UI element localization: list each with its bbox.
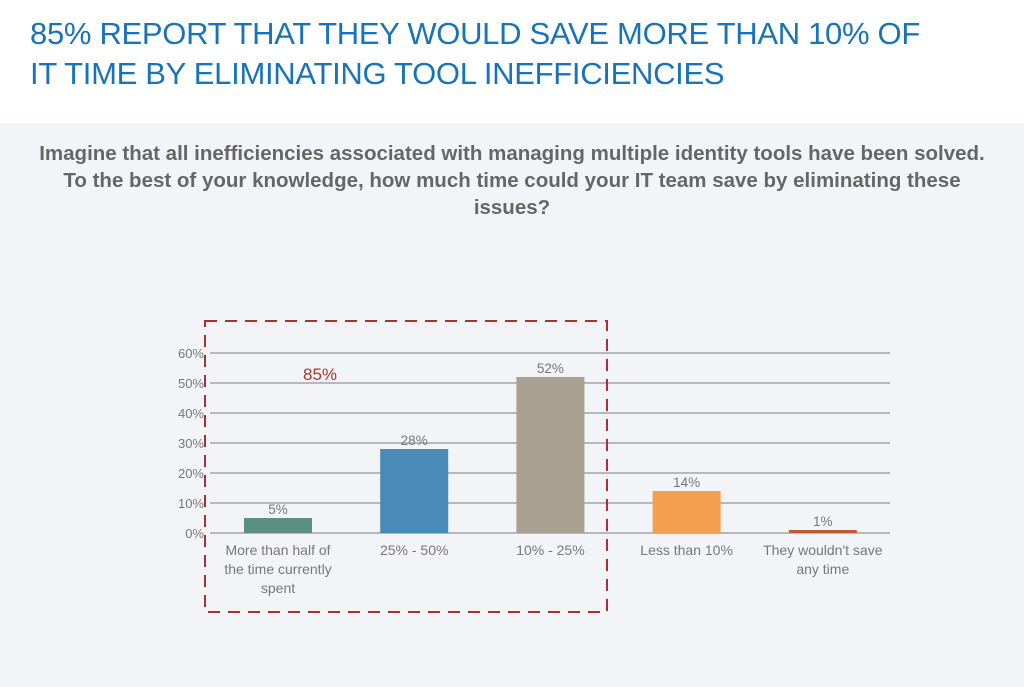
- category-label: any time: [796, 561, 849, 577]
- data-label: 5%: [268, 502, 288, 517]
- page-title: 85% REPORT THAT THEY WOULD SAVE MORE THA…: [30, 14, 920, 94]
- header: 85% REPORT THAT THEY WOULD SAVE MORE THA…: [0, 0, 1024, 123]
- bar: [516, 377, 585, 533]
- category-label: the time currently: [224, 561, 331, 577]
- y-tick-label: 30%: [178, 436, 204, 451]
- y-tick-label: 20%: [178, 466, 204, 481]
- category-label: More than half of: [225, 542, 330, 558]
- y-tick-label: 60%: [178, 346, 204, 361]
- bar: [380, 449, 449, 533]
- bar: [788, 530, 857, 533]
- survey-question: Imagine that all inefficiencies associat…: [39, 142, 985, 219]
- highlight-box: [204, 320, 608, 613]
- title-line-2: IT TIME BY ELIMINATING TOOL INEFFICIENCI…: [30, 56, 725, 91]
- category-label: They wouldn't save: [763, 542, 883, 558]
- bar: [244, 518, 312, 533]
- category-label: 10% - 25%: [516, 542, 584, 558]
- bar: [652, 491, 721, 533]
- title-line-1: 85% REPORT THAT THEY WOULD SAVE MORE THA…: [30, 16, 921, 51]
- y-tick-label: 50%: [178, 376, 204, 391]
- y-tick-label: 0%: [185, 526, 204, 541]
- data-label: 28%: [401, 433, 428, 448]
- annotation-label: 85%: [303, 365, 337, 384]
- category-label: Less than 10%: [640, 542, 733, 558]
- y-tick-label: 40%: [178, 406, 204, 421]
- y-tick-label: 10%: [178, 496, 204, 511]
- category-label: 25% - 50%: [380, 542, 448, 558]
- data-label: 1%: [813, 514, 833, 529]
- data-label: 52%: [537, 361, 564, 376]
- category-label: spent: [261, 580, 295, 596]
- data-label: 14%: [673, 475, 700, 490]
